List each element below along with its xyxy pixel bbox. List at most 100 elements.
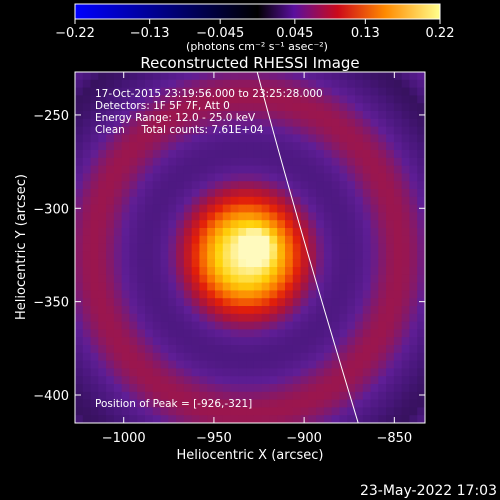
heatmap-cell xyxy=(90,306,99,315)
heatmap-cell xyxy=(137,103,146,112)
heatmap-cell xyxy=(222,87,232,96)
heatmap-cell xyxy=(261,352,271,362)
heatmap-cell xyxy=(222,126,232,135)
heatmap-cell xyxy=(90,399,99,408)
heatmap-cell xyxy=(183,282,193,291)
heatmap-cell xyxy=(90,150,99,159)
heatmap-cell xyxy=(82,220,92,229)
heatmap-cell xyxy=(230,212,239,221)
heatmap-cell xyxy=(323,228,333,237)
heatmap-cell xyxy=(393,360,403,369)
heatmap-cell xyxy=(207,212,216,221)
heatmap-cell xyxy=(362,204,372,213)
heatmap-cell xyxy=(121,321,131,330)
heatmap-cell xyxy=(246,321,255,330)
heatmap-cell xyxy=(355,243,364,252)
heatmap-cell xyxy=(222,259,232,268)
heatmap-cell xyxy=(323,313,333,323)
heatmap-cell xyxy=(160,142,169,151)
heatmap-cell xyxy=(183,337,193,346)
heatmap-cell xyxy=(246,204,255,213)
heatmap-cell xyxy=(176,72,185,81)
heatmap-cell xyxy=(347,134,356,143)
heatmap-cell xyxy=(90,267,99,276)
heatmap-cell xyxy=(378,243,387,252)
heatmap-cell xyxy=(308,384,317,393)
heatmap-cell xyxy=(90,157,99,167)
heatmap-cell xyxy=(292,150,302,159)
heatmap-cell xyxy=(121,352,131,362)
heatmap-cell xyxy=(176,235,185,245)
heatmap-cell xyxy=(176,150,185,159)
heatmap-cell xyxy=(409,111,418,120)
heatmap-cell xyxy=(152,251,162,260)
heatmap-cell xyxy=(82,282,92,291)
heatmap-cell xyxy=(121,165,131,174)
heatmap-cell xyxy=(106,306,115,315)
y-tick-label: −300 xyxy=(33,202,69,217)
heatmap-cell xyxy=(168,415,177,423)
heatmap-cell xyxy=(316,165,325,174)
heatmap-cell xyxy=(98,282,107,291)
heatmap-cell xyxy=(137,391,146,401)
heatmap-cell xyxy=(401,79,411,89)
heatmap-cell xyxy=(137,111,146,120)
heatmap-cell xyxy=(347,274,356,284)
heatmap-cell xyxy=(362,118,372,128)
heatmap-cell xyxy=(82,228,92,237)
heatmap-cell xyxy=(222,204,232,213)
heatmap-cell xyxy=(393,142,403,151)
heatmap-cell xyxy=(152,259,162,268)
heatmap-cell xyxy=(160,399,169,408)
heatmap-cell xyxy=(90,391,99,401)
heatmap-cell xyxy=(191,243,201,252)
heatmap-cell xyxy=(230,368,239,377)
heatmap-cell xyxy=(183,204,193,213)
heatmap-cell xyxy=(347,259,356,268)
heatmap-cell xyxy=(409,126,418,135)
heatmap-cell xyxy=(323,345,333,354)
heatmap-cell xyxy=(106,228,115,237)
heatmap-cell xyxy=(355,290,364,299)
heatmap-cell xyxy=(176,384,185,393)
heatmap-cell xyxy=(176,220,185,229)
heatmap-cell xyxy=(331,79,341,89)
heatmap-cell xyxy=(253,134,263,143)
heatmap-cell xyxy=(215,165,224,174)
heatmap-cell xyxy=(82,142,92,151)
heatmap-cell xyxy=(409,282,418,291)
heatmap-cell xyxy=(331,212,341,221)
heatmap-cell xyxy=(246,251,255,260)
heatmap-cell xyxy=(386,352,395,362)
heatmap-cell xyxy=(230,298,239,307)
heatmap-cell xyxy=(300,196,309,206)
heatmap-cell xyxy=(292,189,302,198)
heatmap-cell xyxy=(292,157,302,167)
heatmap-cell xyxy=(152,298,162,307)
heatmap-cell xyxy=(386,391,395,401)
heatmap-cell xyxy=(355,376,364,385)
heatmap-cell xyxy=(331,103,341,112)
heatmap-cell xyxy=(191,220,201,229)
heatmap-cell xyxy=(222,142,232,151)
heatmap-cell xyxy=(176,228,185,237)
heatmap-cell xyxy=(238,118,247,128)
heatmap-cell xyxy=(168,274,177,284)
heatmap-cell xyxy=(323,173,333,182)
heatmap-cell xyxy=(113,391,123,401)
heatmap-cell xyxy=(168,345,177,354)
heatmap-cell xyxy=(90,251,99,260)
heatmap-cell xyxy=(417,126,425,135)
heatmap-cell xyxy=(215,134,224,143)
heatmap-cell xyxy=(129,306,138,315)
heatmap-cell xyxy=(261,220,271,229)
heatmap-cell xyxy=(215,228,224,237)
heatmap-cell xyxy=(121,384,131,393)
heatmap-cell xyxy=(339,87,348,96)
heatmap-cell xyxy=(75,118,84,128)
heatmap-cell xyxy=(98,384,107,393)
heatmap-cell xyxy=(386,72,395,81)
heatmap-cell xyxy=(300,399,309,408)
heatmap-cell xyxy=(90,196,99,206)
heatmap-cell xyxy=(277,329,286,338)
